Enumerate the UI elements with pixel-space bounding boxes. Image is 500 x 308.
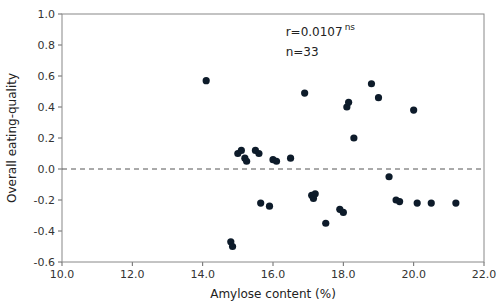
point: [368, 80, 375, 87]
x-tick: [273, 262, 274, 266]
y-tick: [58, 231, 62, 232]
point: [350, 134, 357, 141]
x-tick-label: 22.0: [472, 268, 497, 281]
point: [396, 198, 403, 205]
point: [301, 89, 308, 96]
x-tick-label: 16.0: [261, 268, 286, 281]
point: [452, 200, 459, 207]
point: [238, 147, 245, 154]
plot-area: [62, 77, 484, 250]
annotation-superscript: ns: [345, 22, 356, 32]
y-tick-label: 0.6: [38, 70, 56, 83]
chart: 10.0 12.0 14.0 16.0 18.0 20.0 22.0 -0.6 -0.4 -0.2…: [0, 0, 500, 308]
y-tick-label: -0.6: [34, 256, 55, 269]
point: [229, 243, 236, 250]
point: [203, 77, 210, 84]
x-tick-label: 18.0: [331, 268, 356, 281]
annotation: r=0.0107: [286, 25, 343, 39]
plot-frame: [62, 14, 484, 262]
point: [385, 173, 392, 180]
y-tick: [58, 169, 62, 170]
y-tick-label: 0.2: [38, 132, 56, 145]
point: [266, 203, 273, 210]
point: [340, 209, 347, 216]
point: [322, 220, 329, 227]
point: [287, 155, 294, 162]
x-tick-label: 20.0: [401, 268, 426, 281]
y-tick-label: 0.4: [38, 101, 56, 114]
y-tick-label: 1.0: [38, 8, 56, 21]
annotation: n=33: [286, 45, 319, 59]
point: [243, 158, 250, 165]
y-tick: [58, 14, 62, 15]
x-tick-label: 14.0: [190, 268, 215, 281]
point: [410, 107, 417, 114]
x-tick: [132, 262, 133, 266]
y-tick-label: -0.2: [34, 194, 55, 207]
x-tick-label: 12.0: [120, 268, 145, 281]
y-tick: [58, 45, 62, 46]
point: [345, 99, 352, 106]
y-tick: [58, 107, 62, 108]
point: [312, 190, 319, 197]
x-tick-label: 10.0: [50, 268, 75, 281]
x-axis-label: Amylose content (%): [210, 287, 336, 301]
x-tick: [202, 262, 203, 266]
y-axis-label: Overall eating-quality: [5, 73, 19, 203]
reference-line: [62, 169, 484, 170]
x-tick: [343, 262, 344, 266]
y-tick-label: 0.8: [38, 39, 56, 52]
point: [255, 150, 262, 157]
y-tick: [58, 138, 62, 139]
point: [273, 158, 280, 165]
y-tick-label: 0.0: [38, 163, 56, 176]
x-tick: [413, 262, 414, 266]
y-tick-label: -0.4: [34, 225, 55, 238]
y-tick: [58, 200, 62, 201]
point: [428, 200, 435, 207]
x-tick: [484, 262, 485, 266]
x-tick: [62, 262, 63, 266]
point: [414, 200, 421, 207]
y-tick: [58, 76, 62, 77]
y-tick: [58, 262, 62, 263]
point: [257, 200, 264, 207]
point: [375, 94, 382, 101]
